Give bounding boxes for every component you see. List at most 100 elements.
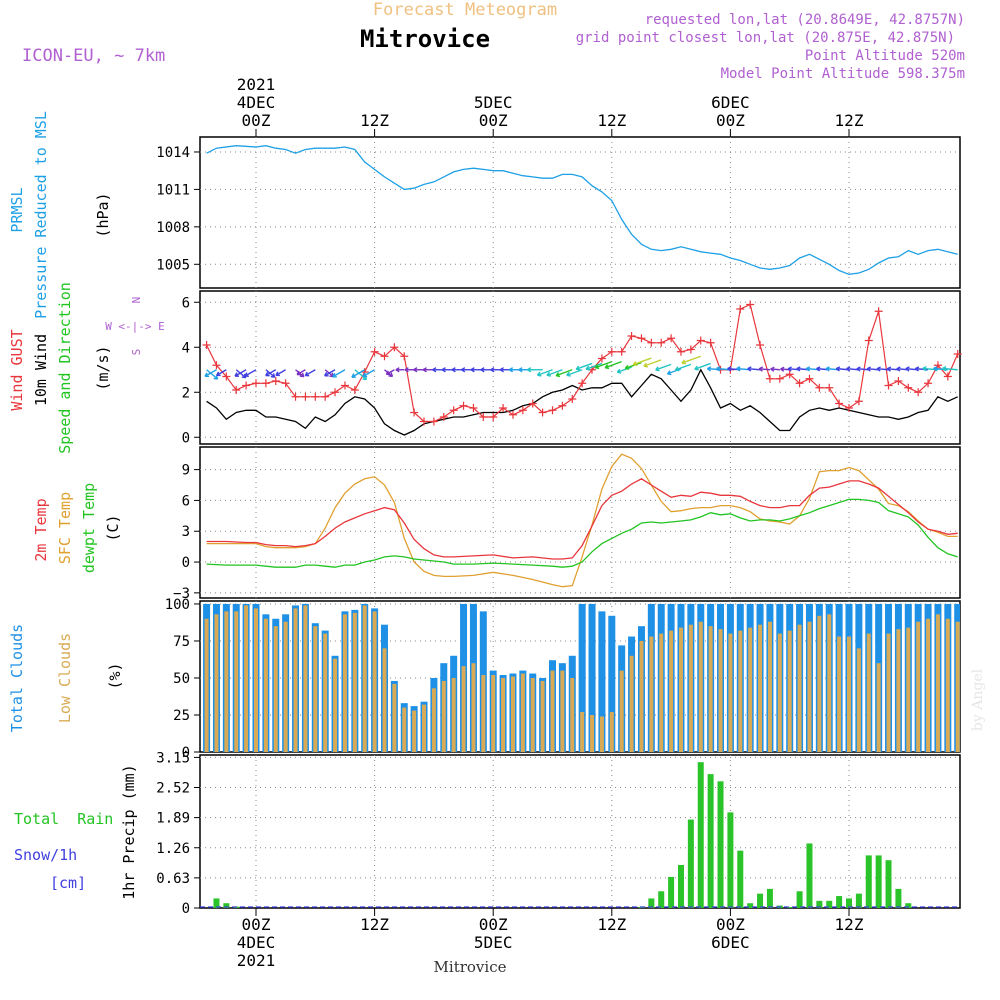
low-cloud-bar (550, 670, 555, 752)
wind-arrow (244, 369, 257, 377)
rain-bar (658, 891, 665, 908)
gust-marker (271, 377, 280, 385)
rain-bar (875, 855, 882, 908)
low-cloud-bar (461, 666, 466, 752)
gust-marker (864, 336, 873, 345)
cloud-ytick-label: 50 (173, 671, 190, 687)
wind-arrow-head (441, 367, 446, 373)
dewpt-line (206, 498, 958, 568)
rain-label: Total Rain (14, 810, 113, 828)
wind-arrow-head (674, 366, 680, 372)
wind-arrow-head (270, 373, 276, 378)
low-cloud-bar (935, 614, 940, 752)
wind-arrow-head (666, 370, 672, 376)
wind-arrow (576, 362, 593, 370)
wind-arrow-head (422, 367, 427, 373)
low-cloud-bar (797, 624, 802, 752)
total-cloud-bar (588, 603, 596, 752)
wind-arrow-head (825, 366, 830, 372)
rain-bar (895, 888, 902, 908)
low-cloud-bar (896, 629, 901, 752)
gust-marker (746, 300, 755, 309)
wind-arrow-head (780, 366, 785, 372)
low-cloud-bar (817, 615, 822, 752)
low-cloud-bar (451, 677, 456, 752)
gust-marker (281, 379, 290, 388)
wind-arrow-head (747, 366, 752, 372)
wind-arrow-head (275, 371, 280, 377)
low-cloud-bar (837, 636, 842, 752)
location-title: Mitrovice (360, 25, 490, 53)
rain-bar (717, 781, 724, 908)
wind-arrow-head (866, 366, 871, 372)
sfc-temp-line (206, 453, 958, 588)
watermark: by Angel (970, 668, 986, 731)
low-cloud-bar (224, 611, 229, 752)
wind-arrow (604, 360, 622, 369)
sfc-temp-label: SFC Temp (56, 492, 74, 564)
wind-arrow-head (490, 367, 495, 373)
gust-marker (607, 347, 616, 356)
low-cloud-bar (866, 633, 871, 752)
gust-marker (617, 347, 626, 356)
gust-marker (439, 413, 448, 421)
wind-arrow-head (385, 370, 391, 376)
gust-marker (815, 383, 824, 392)
low-cloud-bar (886, 633, 891, 752)
bottom-time-label: 5DEC (474, 933, 513, 952)
wind-arrow-head (555, 372, 561, 378)
wind-arrow-head (480, 367, 485, 373)
low-cloud-bar (599, 716, 604, 752)
precip-ytick-label: 0 (182, 901, 190, 917)
wind-arrow-head (575, 365, 581, 371)
wind-arrow (633, 357, 652, 366)
bottom-time-label: 12Z (835, 915, 864, 934)
precip-ytick-label: 1.26 (156, 841, 190, 857)
gust-marker (854, 397, 863, 406)
wind-arrow-head (787, 366, 792, 372)
model-label: ICON-EU, ~ 7km (22, 46, 165, 66)
wind-arrow (667, 368, 682, 375)
pressure-frame (199, 136, 961, 289)
wind-arrow-head (527, 367, 532, 373)
low-cloud-bar (649, 636, 654, 752)
wind-arrow-head (216, 371, 221, 377)
low-cloud-bar (540, 680, 545, 752)
gust-marker (924, 379, 933, 388)
wind-ytick-label: 6 (182, 295, 190, 311)
wind-arrow-head (616, 368, 622, 374)
temp-ytick-label: 9 (182, 463, 190, 479)
wind-arrow-head (694, 365, 699, 371)
wind-arrow (747, 367, 761, 371)
cloud-ytick-label: 25 (173, 708, 190, 724)
top-time-label: 6DEC (711, 93, 750, 112)
wind-arrow (915, 367, 929, 371)
gust-marker (331, 388, 340, 397)
wind-arrow-head (234, 372, 240, 377)
gust-marker (548, 406, 557, 415)
requested-coords: requested lon,lat (20.8649E, 42.8757N) (645, 12, 965, 28)
gust-marker (795, 379, 804, 388)
low-cloud-bar (738, 630, 743, 752)
rain-bar (806, 843, 813, 908)
wind-arrow-head (805, 366, 811, 372)
wind-arrow (216, 369, 227, 376)
gust-marker (627, 332, 636, 340)
gust-marker (825, 383, 834, 392)
wind-arrow (296, 369, 306, 376)
top-time-label: 12Z (835, 111, 864, 130)
wind-arrow (304, 369, 316, 377)
low-cloud-bar (916, 621, 921, 752)
rain-bar (865, 855, 872, 908)
wind-arrow-head (846, 366, 851, 372)
wind-arrow-head (351, 373, 356, 378)
compass-n: N (130, 297, 143, 304)
low-cloud-bar (955, 621, 960, 752)
snow-label: Snow/1h (14, 846, 77, 864)
rain-bar (766, 888, 773, 908)
pressure-ytick-label: 1014 (156, 145, 190, 161)
temp2m-line (206, 478, 958, 560)
wind-arrow (681, 355, 701, 364)
wind-arrow (566, 369, 583, 377)
